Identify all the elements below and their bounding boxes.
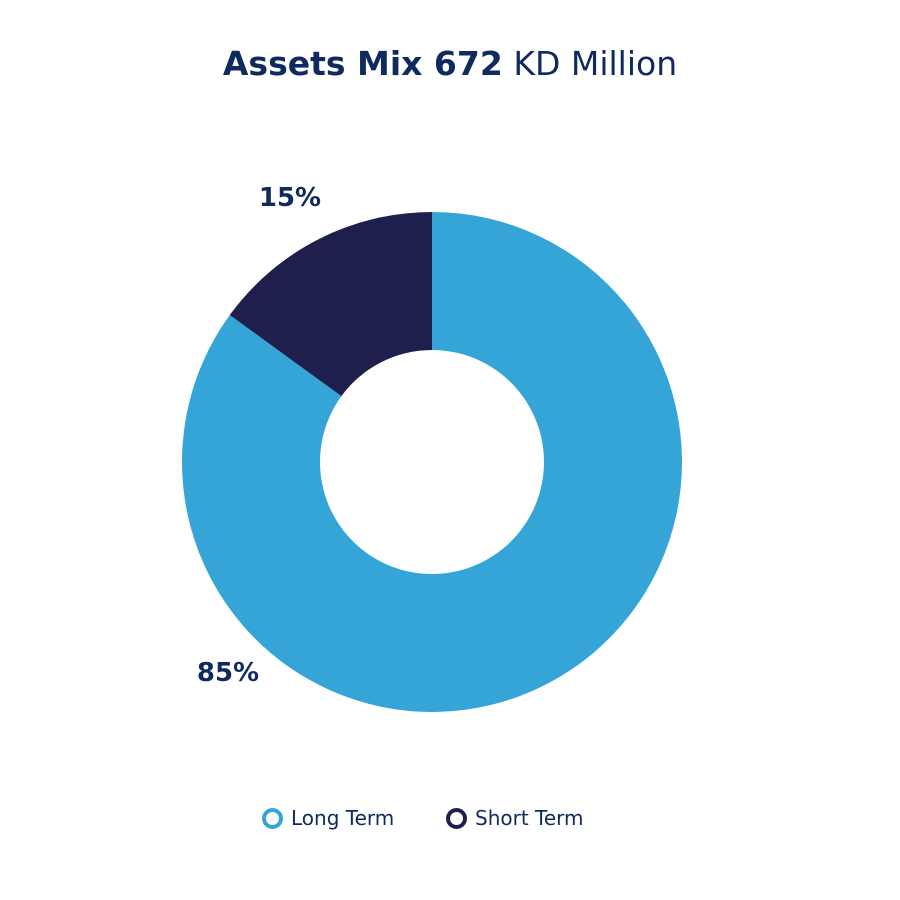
legend-item-short-term[interactable]: Short Term xyxy=(446,803,584,833)
chart-title: Assets Mix 672 KD Million xyxy=(0,40,900,88)
slice-short-term[interactable] xyxy=(229,212,432,397)
legend-marker-short-term xyxy=(446,807,467,829)
legend-label-short-term: Short Term xyxy=(475,806,584,830)
data-label-long-term: 85% xyxy=(197,658,259,688)
chart-legend: Long Term Short Term xyxy=(0,803,900,833)
legend-marker-long-term xyxy=(262,807,283,829)
slice-long-term[interactable] xyxy=(181,212,682,712)
chart-title-bold: Assets Mix 672 xyxy=(222,44,503,83)
legend-label-long-term: Long Term xyxy=(291,806,395,830)
legend-item-long-term[interactable]: Long Term xyxy=(262,803,394,833)
chart-title-unit: KD Million xyxy=(513,44,678,83)
data-label-short-term: 15% xyxy=(259,183,321,213)
